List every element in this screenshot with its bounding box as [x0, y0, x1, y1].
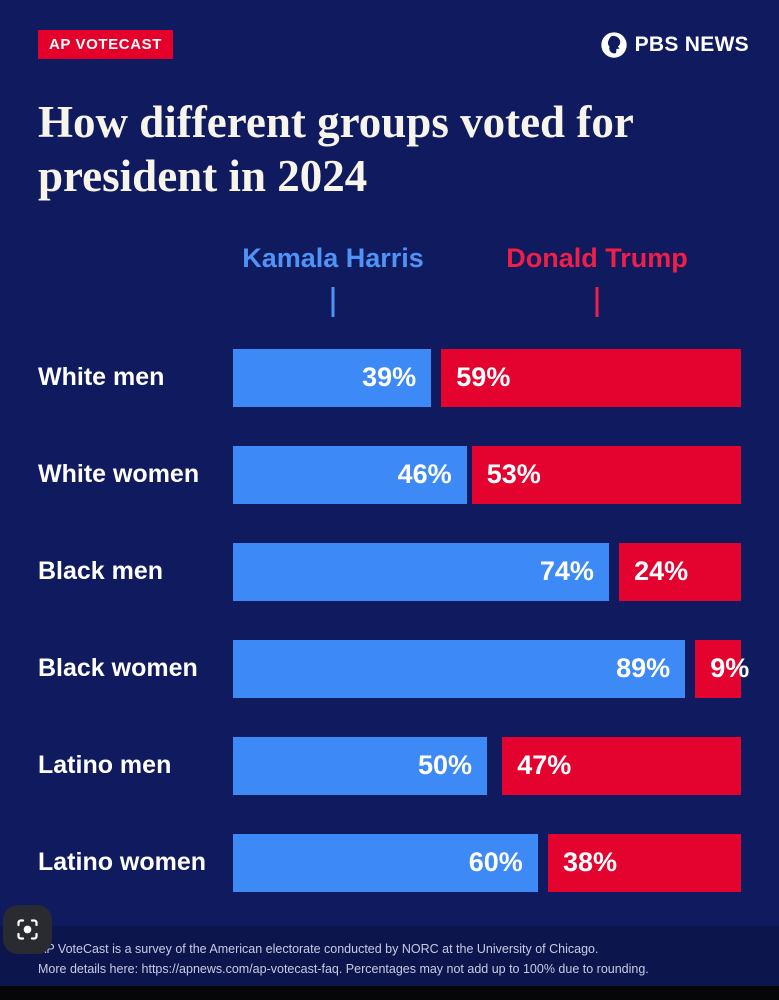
- chart-legend: Kamala Harris Donald Trump: [0, 243, 779, 329]
- harris-bar-value: 74%: [539, 556, 594, 586]
- harris-bar: 46%: [233, 445, 467, 504]
- harris-bar: 74%: [233, 542, 609, 601]
- bar-track: 89% 9%: [233, 639, 749, 698]
- camera-lens-icon: [17, 919, 38, 940]
- pbs-news-logo-text: PBS NEWS: [634, 32, 749, 56]
- chart-rows: White men 39% 59% White women 46% 53% Black me…: [0, 329, 779, 911]
- harris-bar: 39%: [233, 348, 432, 407]
- row-label: White men: [38, 363, 165, 391]
- header: AP VOTECAST PBS NEWS: [0, 0, 779, 59]
- bar-track: 50% 47%: [233, 736, 741, 795]
- legend-harris-label: Kamala Harris: [242, 243, 424, 273]
- bottom-black-bar: [0, 986, 779, 1000]
- chart-row: White men 39% 59%: [38, 329, 741, 426]
- trump-bar: 59%: [441, 348, 741, 407]
- trump-bar: 53%: [471, 445, 741, 504]
- pbs-circle-logo-icon: [600, 31, 627, 58]
- bottom-scrim: [0, 926, 779, 986]
- footer-line-1: AP VoteCast is a survey of the American …: [38, 942, 599, 957]
- trump-bar: 47%: [502, 736, 741, 795]
- harris-bar-value: 46%: [397, 459, 452, 489]
- trump-bar: 9%: [695, 639, 749, 698]
- trump-bar-value: 9%: [710, 653, 750, 683]
- page-title: How different groups voted for president…: [38, 97, 633, 201]
- chart-row: Latino men 50% 47%: [38, 717, 741, 814]
- bar-track: 60% 38%: [233, 833, 741, 892]
- row-label: White women: [38, 460, 200, 488]
- trump-bar-value: 38%: [562, 847, 618, 877]
- trump-bar-value: 53%: [486, 459, 541, 489]
- bar-track: 46% 53%: [233, 445, 741, 504]
- bar-track: 74% 24%: [233, 542, 741, 601]
- chart-row: White women 46% 53%: [38, 426, 741, 523]
- pbs-news-logo: PBS NEWS: [600, 31, 749, 59]
- harris-bar-value: 89%: [616, 653, 671, 683]
- harris-bar-value: 50%: [417, 750, 472, 780]
- bar-track: 39% 59%: [233, 348, 741, 407]
- chart-row: Latino women 60% 38%: [38, 814, 741, 911]
- ap-votecast-badge: AP VOTECAST: [38, 30, 174, 59]
- camera-lens-button[interactable]: [3, 905, 52, 954]
- trump-bar-value: 59%: [456, 362, 511, 392]
- harris-bar-value: 60%: [468, 847, 523, 877]
- footer: AP VoteCast is a survey of the American …: [38, 940, 763, 979]
- legend-trump-label: Donald Trump: [506, 243, 688, 273]
- trump-bar: 24%: [619, 542, 741, 601]
- harris-bar: 50%: [233, 736, 487, 795]
- harris-bar: 89%: [233, 639, 686, 698]
- trump-bar: 38%: [547, 833, 741, 892]
- harris-bar: 60%: [233, 833, 538, 892]
- row-label: Latino women: [38, 848, 207, 876]
- chart-row: Black men 74% 24%: [38, 523, 741, 620]
- legend-trump-tick: [595, 287, 599, 317]
- trump-bar-value: 24%: [634, 556, 689, 586]
- trump-bar-value: 47%: [517, 750, 572, 780]
- row-label: Latino men: [38, 751, 172, 779]
- harris-bar-value: 39%: [362, 362, 417, 392]
- footer-line-2: More details here: https://apnews.com/ap…: [38, 961, 649, 976]
- row-label: Black women: [38, 654, 198, 682]
- row-label: Black men: [38, 557, 164, 585]
- legend-harris-tick: [331, 287, 335, 317]
- chart-row: Black women 89% 9%: [38, 620, 749, 717]
